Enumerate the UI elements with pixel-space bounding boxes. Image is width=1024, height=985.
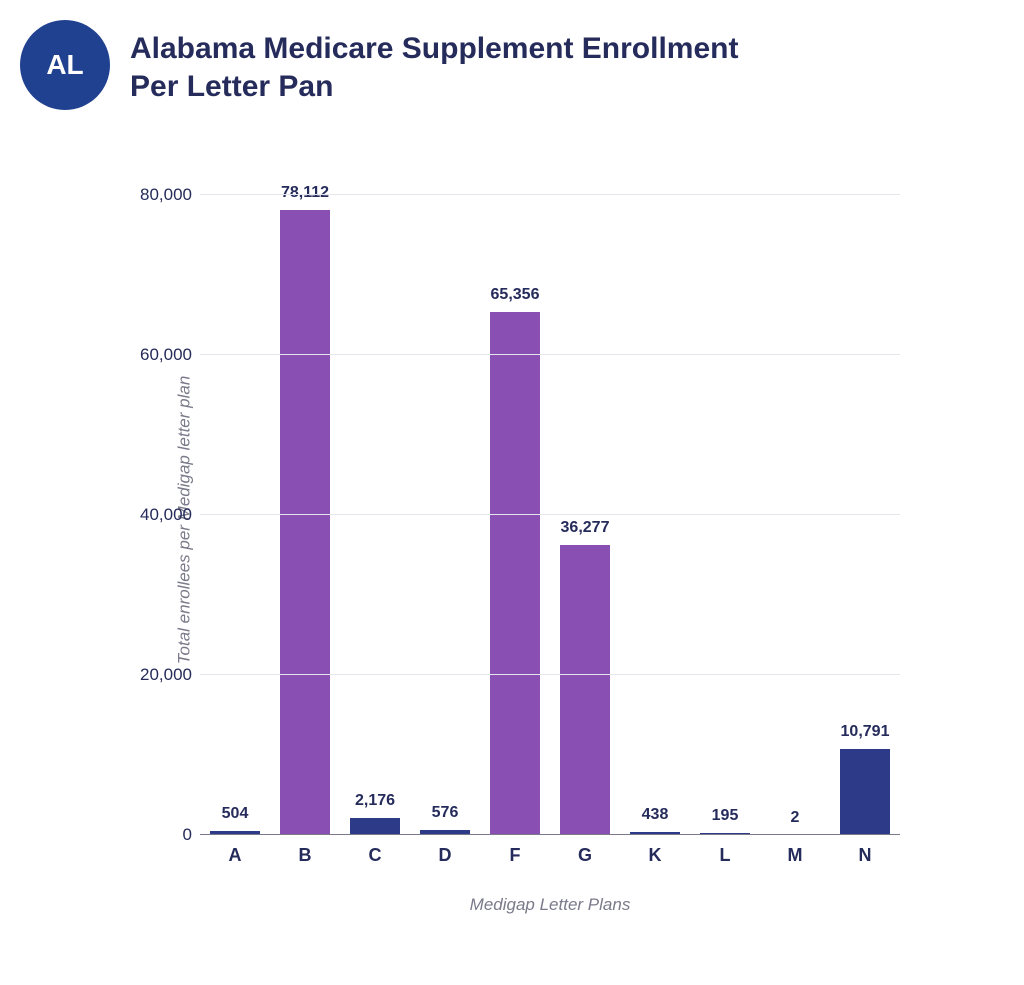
x-tick-label: L: [690, 845, 760, 866]
bar-slot: 10,791N: [830, 195, 900, 835]
y-tick-label: 20,000: [112, 665, 192, 685]
bar-slot: 2M: [760, 195, 830, 835]
x-tick-label: D: [410, 845, 480, 866]
state-badge: AL: [20, 20, 110, 110]
x-tick-label: G: [550, 845, 620, 866]
y-tick-label: 40,000: [112, 505, 192, 525]
plot-region: 504A78,112B2,176C576D65,356F36,277G438K1…: [200, 195, 900, 835]
gridline: [200, 354, 900, 355]
bar: [490, 312, 540, 835]
bar-value-label: 438: [620, 806, 690, 824]
bar-value-label: 2,176: [340, 792, 410, 810]
bar: [350, 818, 400, 835]
bar-value-label: 10,791: [830, 723, 900, 741]
bar-slot: 504A: [200, 195, 270, 835]
x-axis-label: Medigap Letter Plans: [200, 895, 900, 915]
chart-title-line2: Per Letter Pan: [130, 68, 738, 106]
bar-slot: 78,112B: [270, 195, 340, 835]
gridline: [200, 834, 900, 835]
y-tick-label: 60,000: [112, 345, 192, 365]
chart-area: Total enrollees per Medigap letter plan …: [140, 180, 960, 900]
bar: [840, 749, 890, 835]
chart-title-line1: Alabama Medicare Supplement Enrollment: [130, 30, 738, 68]
chart-header: AL Alabama Medicare Supplement Enrollmen…: [0, 0, 1024, 110]
x-tick-label: F: [480, 845, 550, 866]
x-tick-label: K: [620, 845, 690, 866]
x-tick-label: C: [340, 845, 410, 866]
bar-value-label: 504: [200, 805, 270, 823]
bar-value-label: 576: [410, 804, 480, 822]
bar-slot: 65,356F: [480, 195, 550, 835]
chart-title: Alabama Medicare Supplement Enrollment P…: [130, 20, 738, 105]
bar-slot: 2,176C: [340, 195, 410, 835]
bar: [560, 545, 610, 835]
y-tick-label: 80,000: [112, 185, 192, 205]
bar-value-label: 2: [760, 809, 830, 827]
x-tick-label: B: [270, 845, 340, 866]
bars-container: 504A78,112B2,176C576D65,356F36,277G438K1…: [200, 195, 900, 835]
gridline: [200, 514, 900, 515]
x-tick-label: M: [760, 845, 830, 866]
bar: [280, 210, 330, 835]
bar-slot: 438K: [620, 195, 690, 835]
state-badge-text: AL: [46, 49, 83, 81]
bar-slot: 36,277G: [550, 195, 620, 835]
x-tick-label: N: [830, 845, 900, 866]
bar-value-label: 65,356: [480, 286, 550, 304]
bar-value-label: 36,277: [550, 519, 620, 537]
bar-value-label: 195: [690, 807, 760, 825]
bar-slot: 195L: [690, 195, 760, 835]
gridline: [200, 194, 900, 195]
y-tick-label: 0: [112, 825, 192, 845]
bar-slot: 576D: [410, 195, 480, 835]
x-tick-label: A: [200, 845, 270, 866]
gridline: [200, 674, 900, 675]
